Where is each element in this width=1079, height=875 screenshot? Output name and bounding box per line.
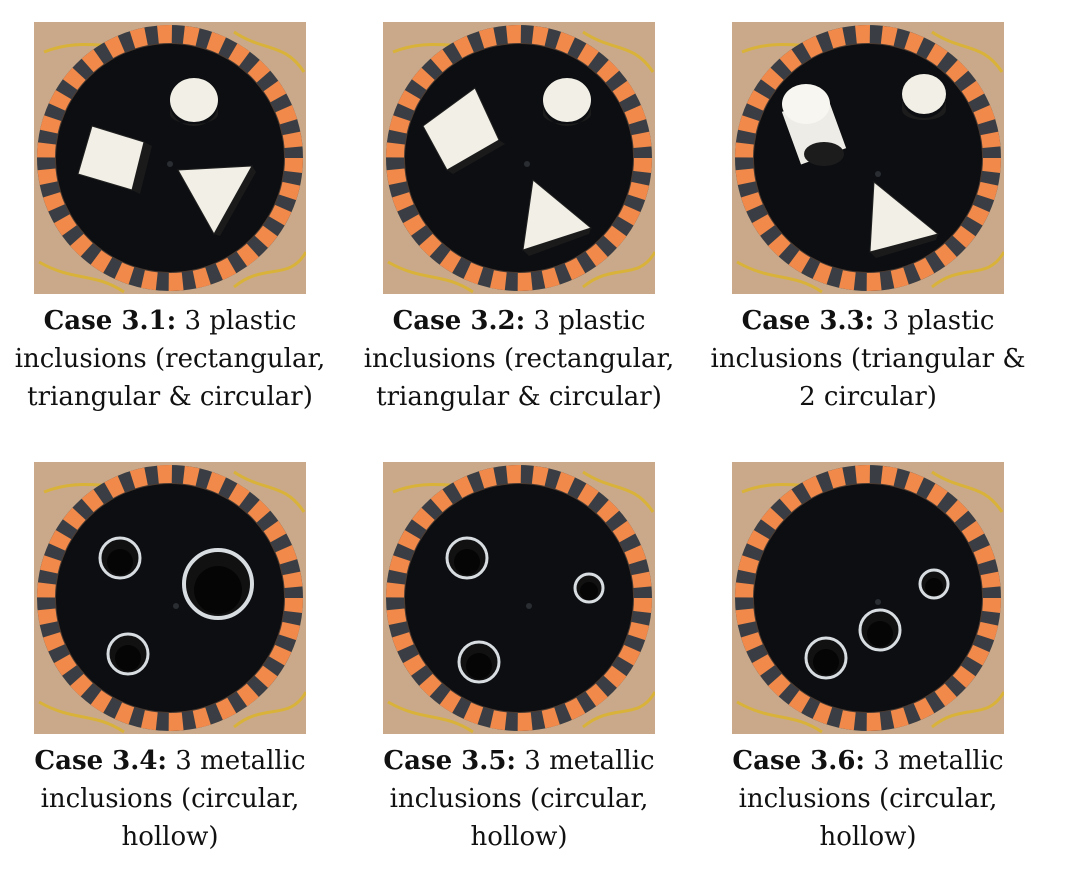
tank-photo-3-4 [34,462,306,734]
case-caption: Case 3.5: 3 metallic inclusions (circula… [349,742,689,856]
caption-line: 3 metallic [873,746,1004,776]
case-label: Case 3.6: [732,746,866,776]
case-label: Case 3.4: [34,746,168,776]
case-caption: Case 3.4: 3 metallic inclusions (circula… [0,742,340,856]
case-label: Case 3.1: [43,306,177,336]
case-caption: Case 3.1: 3 plastic inclusions (rectangu… [0,302,340,416]
caption-line: inclusions (circular, [738,784,998,814]
case-label: Case 3.5: [383,746,517,776]
tank-photo-3-1 [34,22,306,294]
tank-photo [34,462,306,734]
caption-line: 3 plastic [882,306,995,336]
tank-photo-3-3 [732,22,1004,294]
tank-photo [383,22,655,294]
caption-line: 3 plastic [184,306,297,336]
caption-line: 3 plastic [533,306,646,336]
tank-photo-3-2 [383,22,655,294]
caption-line: hollow) [470,822,568,852]
caption-line: hollow) [819,822,917,852]
caption-line: inclusions (circular, [389,784,649,814]
caption-line: triangular & circular) [376,382,662,412]
tank-photo [34,22,306,294]
tank-photo-3-5 [383,462,655,734]
caption-line: 3 metallic [524,746,655,776]
case-caption: Case 3.3: 3 plastic inclusions (triangul… [698,302,1038,416]
case-caption: Case 3.6: 3 metallic inclusions (circula… [698,742,1038,856]
tank-photo [383,462,655,734]
case-label: Case 3.3: [741,306,875,336]
tank-photo-3-6 [732,462,1004,734]
caption-line: triangular & circular) [27,382,313,412]
caption-line: inclusions (triangular & [710,344,1026,374]
caption-line: 2 circular) [799,382,937,412]
tank-photo [732,462,1004,734]
caption-line: inclusions (circular, [40,784,300,814]
case-caption: Case 3.2: 3 plastic inclusions (rectangu… [349,302,689,416]
case-label: Case 3.2: [392,306,526,336]
caption-line: 3 metallic [175,746,306,776]
tank-photo [732,22,1004,294]
caption-line: inclusions (rectangular, [14,344,326,374]
caption-line: inclusions (rectangular, [363,344,675,374]
caption-line: hollow) [121,822,219,852]
